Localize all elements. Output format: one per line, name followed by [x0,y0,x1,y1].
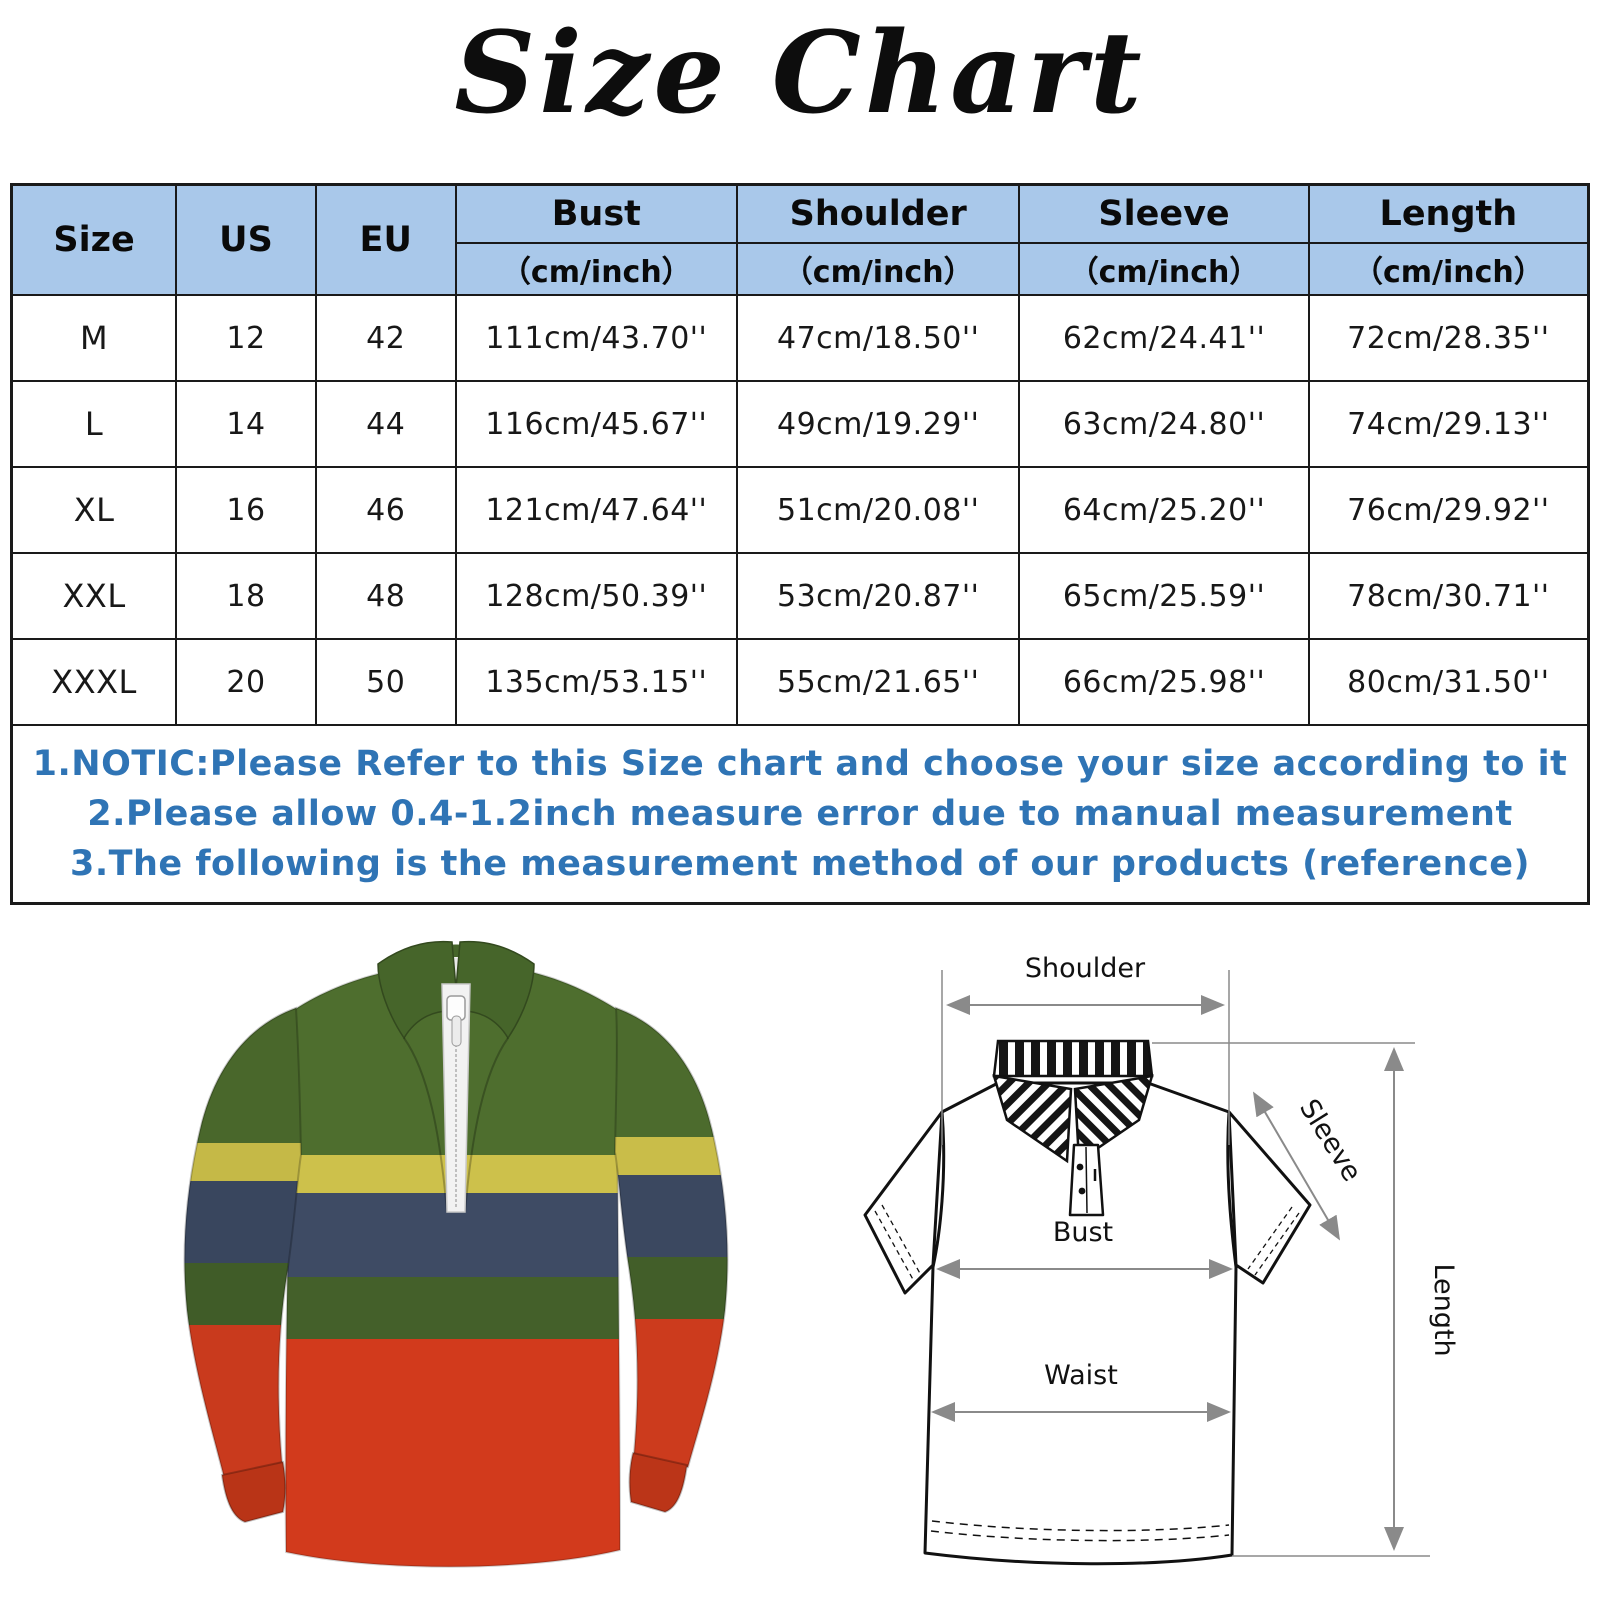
length-label: Length [1428,1263,1459,1356]
length-measure: Length [1152,1042,1459,1557]
table-row: L 14 44 116cm/45.67'' 49cm/19.29'' 63cm/24.80… [10,380,1590,468]
product-photo-shirt [128,912,768,1600]
measurement-cell: 121cm/47.64'' [454,466,739,554]
measurement-cell: 20 [175,638,317,726]
size-table-header: Size US EU Bust Shoulder Sleeve Length （… [10,183,1590,296]
shirt-body [285,964,621,1567]
column-header-shoulder: Shoulder [736,183,1021,244]
measurement-cell: 74cm/29.13'' [1307,380,1590,468]
measurement-cell: 51cm/20.08'' [736,466,1021,554]
measurement-cell: 66cm/25.98'' [1018,638,1310,726]
measurement-diagram: Shoulder Sleeve Length Bust Waist [855,915,1590,1600]
button-dot [1078,1187,1086,1195]
diagram-right-sleeve [1227,1110,1312,1285]
measurement-cell: 46 [314,466,457,554]
measurement-cell: 63cm/24.80'' [1018,380,1310,468]
unit-label-shoulder: （cm/inch） [736,242,1021,296]
size-cell: XXL [10,552,178,640]
measurement-cell: 44 [314,380,457,468]
measurement-cell: 76cm/29.92'' [1307,466,1590,554]
size-cell: XXXL [10,638,178,726]
size-cell: L [10,380,178,468]
shirt-left-cuff [220,1460,287,1524]
bust-measure: Bust [936,1217,1233,1279]
column-header-length: Length [1307,183,1590,244]
measurement-cell: 47cm/18.50'' [736,294,1021,382]
measurement-cell: 42 [314,294,457,382]
column-header-sleeve: Sleeve [1018,183,1310,244]
table-row: XXL 18 48 128cm/50.39'' 53cm/20.87'' 65cm/25.… [10,552,1590,640]
shirt-right-cuff [628,1451,689,1514]
diagram-left-sleeve [863,1110,944,1295]
shoulder-measure: Shoulder [941,953,1230,1145]
column-header-us: US [175,183,317,296]
measurement-cell: 72cm/28.35'' [1307,294,1590,382]
unit-label-length: （cm/inch） [1307,242,1590,296]
diagram-collar [992,1039,1154,1164]
unit-label-bust: （cm/inch） [454,242,739,296]
sleeve-label: Sleeve [1293,1094,1367,1187]
page-title: Size Chart [454,8,1146,139]
measurement-cell: 49cm/19.29'' [736,380,1021,468]
table-row: M 12 42 111cm/43.70'' 47cm/18.50'' 62cm/24.41… [10,294,1590,382]
column-header-eu: EU [314,183,457,296]
measurement-cell: 55cm/21.65'' [736,638,1021,726]
measurement-cell: 64cm/25.20'' [1018,466,1310,554]
table-row: XXXL 20 50 135cm/53.15'' 55cm/21.65'' 66cm/25… [10,638,1590,726]
table-row: XL 16 46 121cm/47.64'' 51cm/20.08'' 64cm/25.2… [10,466,1590,554]
waist-label: Waist [1044,1360,1118,1391]
column-header-bust: Bust [454,183,739,244]
bust-label: Bust [1053,1217,1113,1248]
note-line-2: 2.Please allow 0.4-1.2inch measure error… [87,794,1513,834]
shirt-zipper [403,983,509,1213]
measurement-cell: 111cm/43.70'' [454,294,739,382]
note-line-3: 3.The following is the measurement metho… [69,844,1531,884]
notes-cell: 1.NOTIC:Please Refer to this Size chart … [10,724,1590,905]
unit-label-sleeve: （cm/inch） [1018,242,1310,296]
waist-measure: Waist [931,1360,1231,1422]
note-line-1: 1.NOTIC:Please Refer to this Size chart … [32,744,1568,784]
diagram-torso [923,1081,1238,1566]
shirt-illustration [183,940,729,1568]
column-header-size: Size [10,183,178,296]
measurement-cell: 14 [175,380,317,468]
size-table-body: M 12 42 111cm/43.70'' 47cm/18.50'' 62cm/24.41… [10,294,1590,726]
measurement-cell: 128cm/50.39'' [454,552,739,640]
shoulder-label: Shoulder [1025,953,1146,984]
measurement-cell: 12 [175,294,317,382]
measurement-diagram-svg: Shoulder Sleeve Length Bust Waist [863,953,1459,1566]
measurement-cell: 16 [175,466,317,554]
measurement-cell: 116cm/45.67'' [454,380,739,468]
measurement-cell: 65cm/25.59'' [1018,552,1310,640]
measurement-cell: 62cm/24.41'' [1018,294,1310,382]
measurement-cell: 80cm/31.50'' [1307,638,1590,726]
size-cell: XL [10,466,178,554]
size-table: Size US EU Bust Shoulder Sleeve Length （… [10,183,1590,905]
measurement-cell: 18 [175,552,317,640]
button-dot [1076,1163,1084,1171]
diagram-placket [1068,1143,1105,1217]
measurement-cell: 135cm/53.15'' [454,638,739,726]
measurement-cell: 78cm/30.71'' [1307,552,1590,640]
measurement-cell: 50 [314,638,457,726]
measurement-cell: 48 [314,552,457,640]
measurement-cell: 53cm/20.87'' [736,552,1021,640]
size-cell: M [10,294,178,382]
